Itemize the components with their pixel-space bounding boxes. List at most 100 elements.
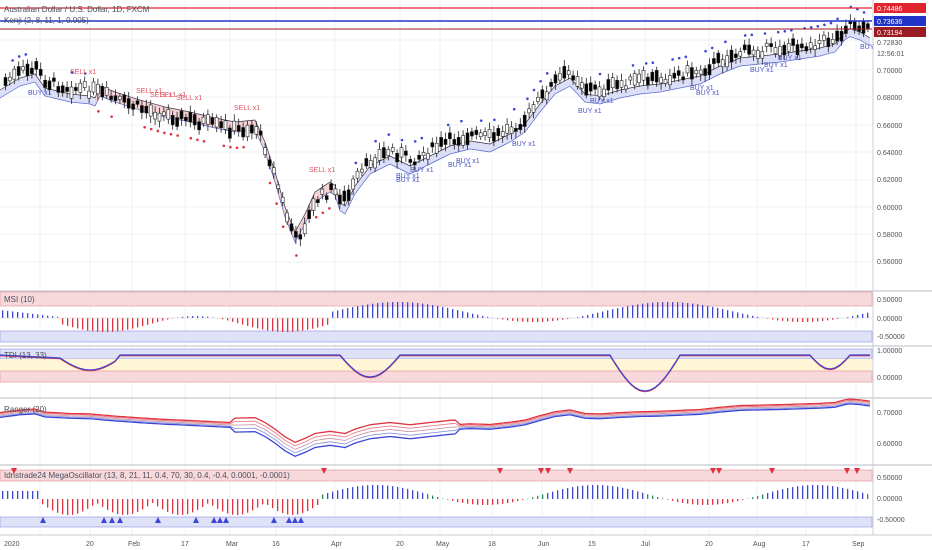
- candle-body: [408, 159, 413, 163]
- msi-bar: [822, 318, 824, 321]
- candle-body: [619, 80, 624, 88]
- signal-label: BUY x1: [696, 90, 720, 97]
- signal-label: BUY x1: [764, 62, 788, 69]
- price-axis-label: 0.64000: [877, 150, 902, 157]
- mega-bar: [692, 499, 694, 505]
- mega-bar: [102, 499, 104, 507]
- mega-bar: [767, 493, 769, 499]
- candle-body: [250, 124, 254, 134]
- msi-bar: [77, 318, 79, 329]
- tdi-lines: [0, 354, 870, 393]
- ranger-line: [0, 398, 871, 444]
- mega-bar: [652, 495, 654, 499]
- signal-dot: [189, 136, 193, 140]
- mega-bar: [287, 499, 289, 515]
- candle-body: [91, 81, 96, 93]
- candle-body: [122, 94, 127, 103]
- signal-dot: [743, 34, 747, 37]
- candle-body: [175, 117, 179, 127]
- msi-bar: [182, 316, 184, 318]
- ranger-pane[interactable]: Ranger (20) 0.70000 0.60000: [0, 398, 902, 458]
- mega-bar: [17, 491, 19, 499]
- candle-body: [426, 153, 430, 160]
- signal-label: BUY x1: [448, 162, 472, 169]
- msi-bar: [712, 306, 714, 318]
- mega-bar: [217, 499, 219, 509]
- msi-bar: [17, 312, 19, 318]
- price-axis[interactable]: 0.74486 0.73636 0.73194 0.72830 12:56:01…: [874, 0, 932, 292]
- signal-dot: [532, 88, 536, 92]
- candle-body: [764, 42, 769, 47]
- mega-sell-marker: [497, 468, 503, 474]
- signal-dot: [387, 133, 391, 136]
- signal-label: BUY x1: [578, 108, 602, 115]
- price-axis-label: 0.66000: [877, 123, 902, 130]
- msi-bar: [427, 304, 429, 318]
- candle-body: [544, 91, 549, 101]
- msi-bar: [272, 318, 274, 332]
- msi-bar: [837, 318, 839, 319]
- mega-bar: [512, 499, 514, 503]
- candle-body: [236, 125, 241, 132]
- mega-bar: [382, 485, 384, 499]
- candle-body: [509, 126, 514, 134]
- candle-body: [355, 170, 360, 179]
- msi-bar: [27, 313, 29, 318]
- candle-body: [729, 49, 734, 63]
- mega-bar: [507, 499, 509, 504]
- mega-buy-marker: [155, 517, 161, 523]
- mega-bar: [347, 488, 349, 499]
- msi-bar: [792, 318, 794, 322]
- signal-dot: [816, 25, 820, 28]
- candle-body: [258, 130, 263, 136]
- msi-bar: [772, 318, 774, 320]
- candle-body: [584, 83, 589, 96]
- signal-dot: [281, 225, 285, 228]
- mega-bar: [637, 491, 639, 499]
- mega-bar: [502, 499, 504, 504]
- mega-bar: [262, 499, 264, 505]
- tdi-pane[interactable]: TDI (13, 33) 1.00000 0.00000: [0, 348, 902, 393]
- signal-dots: [11, 5, 866, 257]
- signal-dot: [143, 125, 146, 129]
- mega-bar: [832, 486, 834, 499]
- ranger-line: [0, 402, 871, 454]
- mega-buy-marker: [211, 517, 217, 523]
- mega-bar: [607, 485, 609, 499]
- mega-bar: [392, 486, 394, 499]
- candle-body: [214, 117, 219, 128]
- megaoscillator-pane[interactable]: Idnstrade24 MegaOscillator (13, 8, 21, 1…: [0, 468, 905, 528]
- candle-body: [654, 70, 659, 83]
- msi-pane[interactable]: MSI (10) 0.50000 0.00000 -0.50000: [0, 291, 905, 343]
- mega-bar: [452, 499, 454, 501]
- signal-dot: [724, 40, 727, 44]
- mega-bar: [107, 499, 109, 510]
- candle-body: [628, 76, 633, 81]
- msi-bar: [62, 318, 64, 325]
- mega-bar: [802, 485, 804, 499]
- mega-bar: [847, 488, 849, 499]
- signal-dot: [862, 11, 866, 14]
- cloud-edge: [0, 28, 871, 233]
- msi-bar: [757, 316, 759, 318]
- candle-body: [74, 87, 78, 91]
- signal-dot: [97, 110, 100, 113]
- mega-bar: [232, 499, 234, 515]
- candle-body: [135, 100, 140, 105]
- msi-bar: [807, 318, 809, 322]
- mega-bar: [567, 488, 569, 499]
- time-axis[interactable]: 2020 20 Feb 17 Mar 16 Apr 20 May 18 Jun …: [0, 534, 932, 548]
- mega-bar: [222, 499, 224, 512]
- signal-dot: [790, 28, 793, 32]
- mega-bar: [487, 499, 489, 505]
- mega-bar: [537, 495, 539, 499]
- msi-bar: [122, 318, 124, 331]
- msi-bar: [162, 318, 164, 321]
- candle-body: [641, 70, 646, 81]
- msi-bar: [687, 303, 689, 318]
- candle-body: [817, 40, 822, 44]
- mega-bar: [357, 486, 359, 499]
- candle-body: [298, 234, 303, 240]
